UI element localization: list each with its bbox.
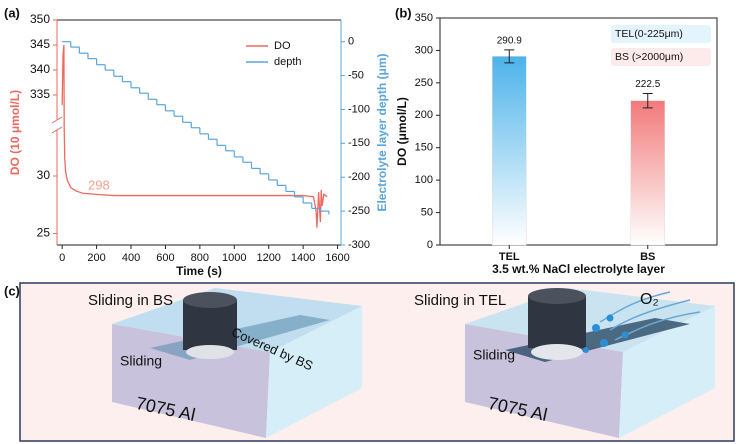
bar <box>630 100 665 246</box>
y-tick-label: 50 <box>421 206 433 218</box>
y2-axis-title: Electrolyte layer depth (μm) <box>375 53 389 211</box>
scene-motion: Sliding <box>120 353 162 369</box>
block-side <box>266 306 362 438</box>
tool-top <box>528 288 586 304</box>
legend-box <box>611 25 711 43</box>
legend-label: TEL(0-225μm) <box>615 28 683 40</box>
oxygen-dot <box>606 314 614 322</box>
y-tick-label: 150 <box>415 142 433 154</box>
x-tick-label: 0 <box>59 252 65 264</box>
legend-box <box>611 48 711 66</box>
y-tick-label: 250 <box>415 77 433 89</box>
y-tick-label: 100 <box>415 174 433 186</box>
axis-break <box>51 116 63 134</box>
oxygen-dot <box>600 339 608 347</box>
gas-label: O₂ <box>640 291 659 308</box>
legend-label: BS (>2000μm) <box>615 51 683 63</box>
oxygen-dot <box>583 347 589 353</box>
scene-title: Sliding in BS <box>88 292 173 309</box>
y-tick-label: 350 <box>30 12 50 26</box>
plot-frame <box>439 17 718 246</box>
block-top <box>465 288 715 352</box>
value-label: 222.5 <box>635 79 660 90</box>
tool-tip <box>531 344 583 360</box>
y2-tick-label: -150 <box>348 137 370 149</box>
oxygen-dot <box>621 331 629 339</box>
error-bar <box>504 49 515 64</box>
x-axis-title: Time (s) <box>176 264 222 278</box>
x-tick-label: TEL <box>499 251 520 263</box>
block-side <box>619 306 715 438</box>
panel-label: (a) <box>4 5 20 20</box>
x-tick-label: 200 <box>87 252 105 264</box>
legend-label: DO <box>274 40 291 52</box>
y2-tick-label: -100 <box>348 103 370 115</box>
error-bar <box>642 93 653 109</box>
value-label: 290.9 <box>497 35 522 46</box>
x-tick-label: 1400 <box>291 252 315 264</box>
y2-tick-label: -50 <box>348 69 364 81</box>
x-tick-label: 1200 <box>256 252 280 264</box>
panel-label: (b) <box>395 5 412 20</box>
oxygen-dot <box>592 324 600 332</box>
panel-label: (c) <box>4 283 20 298</box>
x-axis-title: 3.5 wt.% NaCl electrolyte layer <box>492 262 665 276</box>
legend-label: depth <box>274 56 302 68</box>
y-tick-label: 340 <box>30 62 50 76</box>
y2-tick-label: -250 <box>348 205 370 217</box>
block-front <box>465 324 623 438</box>
y2-tick-label: -200 <box>348 171 370 183</box>
y-tick-label: 0 <box>427 239 433 251</box>
scene-title: Sliding in TEL <box>414 292 506 309</box>
tool <box>183 300 237 350</box>
y-axis-title: DO (μmol/L) <box>395 97 409 166</box>
x-tick-label: BS <box>640 251 655 263</box>
y2-tick-label: -300 <box>348 239 370 251</box>
y-tick-label: 345 <box>30 37 50 51</box>
illustration: Sliding in BS Covered by BS Sliding 7075… <box>19 282 735 442</box>
y-tick-label: 25 <box>37 226 51 240</box>
y-tick-label: 350 <box>415 12 433 24</box>
x-tick-label: 400 <box>122 252 140 264</box>
x-tick-label: 1600 <box>325 252 349 264</box>
x-tick-label: 600 <box>156 252 174 264</box>
y-tick-label: 335 <box>30 87 50 101</box>
scene-motion: Sliding <box>473 347 515 363</box>
y-tick-label: 30 <box>37 168 51 182</box>
y-axis-title: DO (10 μmol/L) <box>8 90 22 175</box>
y-tick-label: 200 <box>415 109 433 121</box>
tool-tip <box>186 345 234 359</box>
annotation: 298 <box>88 177 110 192</box>
x-tick-label: 800 <box>191 252 209 264</box>
tool-top <box>183 292 237 308</box>
data-line <box>61 44 328 228</box>
tool <box>528 296 586 348</box>
x-tick-label: 1000 <box>222 252 246 264</box>
bar <box>492 56 527 246</box>
y2-tick-label: 0 <box>348 36 354 48</box>
y-tick-label: 300 <box>415 44 433 56</box>
